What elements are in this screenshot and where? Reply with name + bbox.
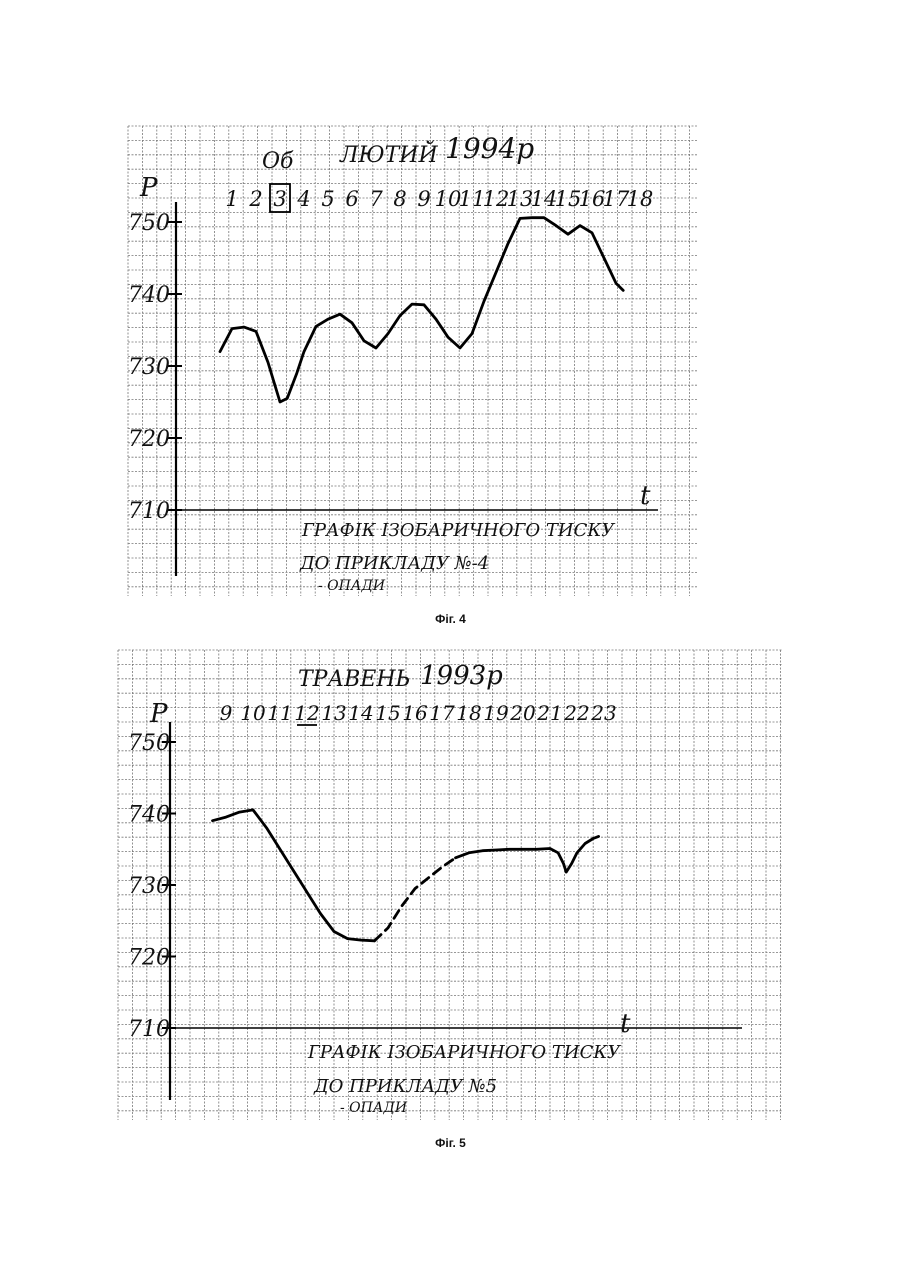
x-tick-label: 4 (296, 187, 310, 211)
annotation-line3: - ОПАДИ (340, 1100, 408, 1116)
x-tick-label: 17 (429, 701, 455, 725)
x-axis-label: t (640, 481, 651, 511)
x-tick-label: 7 (369, 187, 383, 211)
x-axis-label: t (620, 1009, 631, 1039)
figure-4-caption: Фіг. 4 (0, 612, 901, 626)
x-tick-label: 13 (507, 187, 534, 211)
y-tick-label: 710 (128, 1017, 170, 1042)
y-axis-label: P (139, 173, 158, 203)
x-tick-label: 14 (531, 187, 558, 211)
pressure-line-dashed (375, 858, 456, 941)
handwritten-text: ТРАВЕНЬ 1993р P t ГРАФІК ІЗОБАРИЧНОГО ТИ… (149, 661, 631, 1116)
y-tick-label: 750 (128, 211, 170, 236)
x-tick-label: 6 (345, 187, 358, 211)
annotation-line1: ГРАФІК ІЗОБАРИЧНОГО ТИСКУ (301, 520, 616, 541)
x-tick-label: 10 (435, 187, 462, 211)
y-tick-label: 750 (128, 731, 170, 756)
x-tick-label: 1 (225, 187, 238, 211)
figure-4: 7107207307407501234567891011121314151617… (0, 118, 901, 638)
x-tick-label: 19 (483, 701, 509, 725)
x-tick-label: 8 (393, 187, 406, 211)
header-month: ЛЮТИЙ (339, 140, 438, 168)
x-tick-label: 15 (375, 701, 400, 725)
y-tick-label: 710 (128, 499, 170, 524)
pressure-line (456, 836, 599, 872)
y-axis-label: P (149, 699, 168, 729)
x-tick-label: 9 (417, 187, 430, 211)
x-tick-label: 14 (348, 701, 373, 725)
x-tick-label: 22 (563, 701, 589, 725)
header-year: 1993р (420, 661, 503, 691)
y-tick-label: 730 (128, 874, 170, 899)
y-tick-label: 740 (128, 283, 170, 308)
header-month: ТРАВЕНЬ (298, 667, 410, 692)
figure-4-chart: 7107207307407501234567891011121314151617… (0, 118, 901, 618)
x-tick-label: 2 (248, 187, 262, 211)
x-tick-label: 5 (321, 187, 334, 211)
x-tick-label: 10 (240, 701, 266, 725)
x-tick-label: 15 (555, 187, 582, 211)
data-lines (213, 810, 599, 941)
header-year: 1994р (445, 132, 534, 165)
y-tick-label: 730 (128, 355, 170, 380)
x-tick-label: 18 (627, 187, 654, 211)
x-tick-label: 12 (294, 701, 319, 725)
figure-5-caption: Фіг. 5 (0, 1136, 901, 1150)
figure-5-chart: 710 720 730 740 750 9 101112131415161718192021… (0, 642, 901, 1142)
pressure-line (213, 810, 375, 941)
x-tick-label: 11 (459, 187, 486, 211)
y-tick-label: 720 (128, 946, 170, 971)
x-tick-label: 9 (220, 701, 233, 725)
y-tick-label: 740 (128, 803, 170, 828)
figure-5: 710 720 730 740 750 9 101112131415161718192021… (0, 642, 901, 1162)
x-tick-label: 23 (590, 701, 616, 725)
x-tick-label: 12 (483, 187, 510, 211)
x-tick-label: 3 (273, 187, 286, 211)
data-lines (220, 218, 623, 402)
x-tick-label: 20 (509, 701, 536, 725)
x-tick-label: 21 (536, 701, 562, 725)
annotation-line2: ДО ПРИКЛАДУ №5 (313, 1076, 497, 1097)
header-word1: Об (262, 149, 294, 174)
x-tick-label: 11 (267, 701, 292, 725)
pressure-line (220, 218, 623, 402)
annotation-line1: ГРАФІК ІЗОБАРИЧНОГО ТИСКУ (307, 1042, 622, 1063)
annotation-line3: - ОПАДИ (318, 578, 386, 594)
x-tick-label: 16 (402, 701, 428, 725)
x-tick-label: 16 (579, 187, 606, 211)
y-tick-label: 720 (128, 427, 170, 452)
x-tick-label: 18 (456, 701, 481, 725)
annotation-line2: ДО ПРИКЛАДУ №-4 (299, 553, 489, 574)
ticks: 710 720 730 740 750 9 101112131415161718192021… (128, 701, 617, 1042)
x-tick-label: 13 (321, 701, 346, 725)
